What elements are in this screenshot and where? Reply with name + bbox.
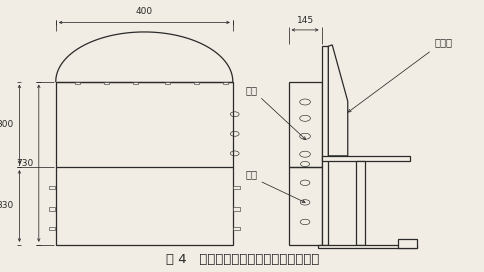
Bar — [321, 46, 328, 245]
Bar — [233, 227, 239, 230]
Bar — [48, 207, 55, 211]
Text: 730: 730 — [15, 159, 33, 168]
Polygon shape — [328, 45, 347, 156]
Bar — [104, 82, 109, 84]
Bar — [397, 239, 416, 248]
Text: 主箱: 主箱 — [244, 85, 257, 95]
Bar — [317, 245, 416, 248]
Bar — [233, 186, 239, 189]
Bar — [321, 156, 409, 161]
Text: 驾驶椅: 驾驶椅 — [433, 37, 451, 47]
Bar — [48, 186, 55, 189]
Bar — [233, 207, 239, 211]
Bar — [194, 82, 198, 84]
Text: 300: 300 — [0, 120, 14, 129]
Bar — [75, 82, 80, 84]
Bar — [133, 82, 138, 84]
Text: 330: 330 — [0, 202, 14, 211]
Text: 400: 400 — [136, 7, 152, 16]
Bar — [356, 161, 364, 245]
Text: 图 4   气体类测试分系统车内安装示意图: 图 4 气体类测试分系统车内安装示意图 — [166, 253, 318, 266]
Text: 145: 145 — [296, 16, 313, 25]
Bar — [165, 82, 169, 84]
Bar — [48, 227, 55, 230]
Bar — [223, 82, 227, 84]
Bar — [56, 82, 232, 245]
Bar — [288, 167, 321, 245]
Bar — [288, 82, 321, 167]
Text: 付箱: 付箱 — [244, 169, 257, 179]
